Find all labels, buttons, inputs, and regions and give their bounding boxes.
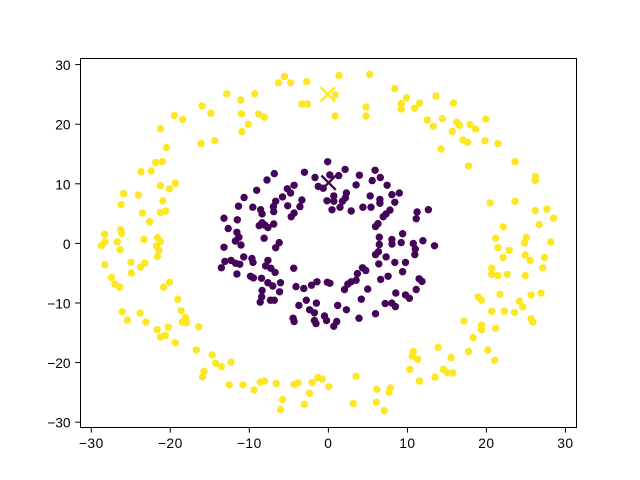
svg-text:10: 10 [55,177,71,192]
svg-text:20: 20 [55,118,71,133]
svg-text:−10: −10 [237,436,262,451]
svg-text:30: 30 [557,436,573,451]
svg-text:0: 0 [324,436,332,451]
svg-text:−20: −20 [158,436,183,451]
svg-text:−20: −20 [47,356,71,371]
svg-text:−10: −10 [47,297,71,312]
svg-text:−30: −30 [79,436,104,451]
svg-text:0: 0 [63,237,71,252]
svg-text:20: 20 [478,436,494,451]
svg-text:30: 30 [55,58,71,73]
svg-text:10: 10 [399,436,415,451]
svg-text:−30: −30 [47,416,71,431]
